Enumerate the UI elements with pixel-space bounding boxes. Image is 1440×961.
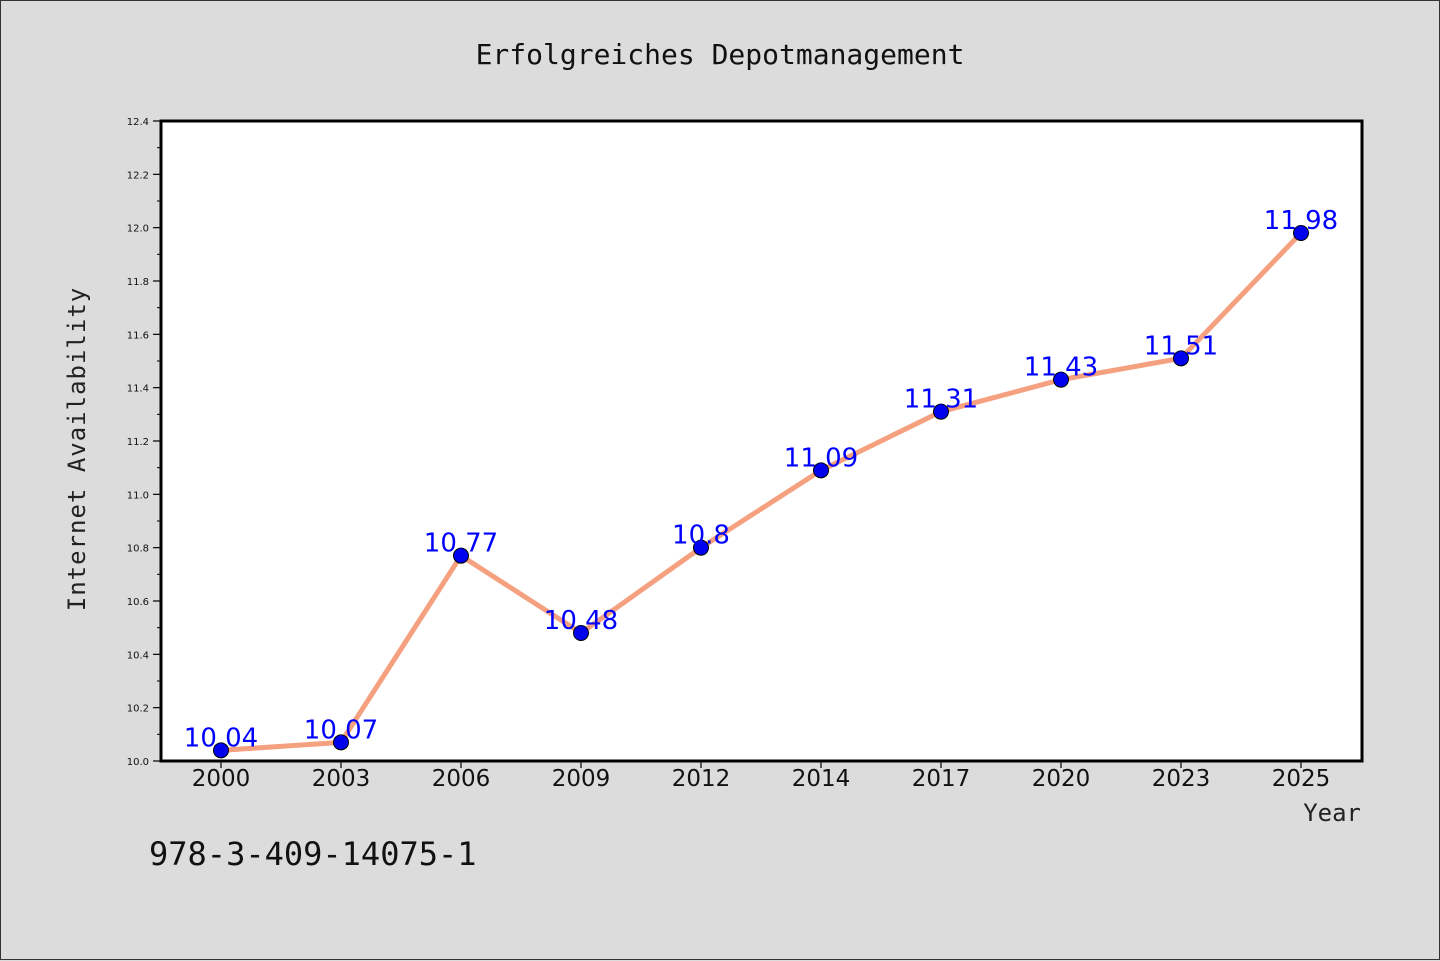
data-label: 11.43 <box>1024 353 1098 383</box>
y-tick-label: 12.2 <box>127 170 149 181</box>
y-tick-label: 12.0 <box>127 224 149 235</box>
data-point <box>1173 350 1189 367</box>
chart-title: Erfolgreiches Depotmanagement <box>476 38 965 71</box>
data-label: 11.31 <box>904 385 978 415</box>
data-point <box>333 734 349 751</box>
x-tick-label: 2003 <box>312 766 371 792</box>
y-tick-label: 12.4 <box>127 117 149 128</box>
x-tick-label: 2014 <box>792 766 851 792</box>
data-point <box>453 547 469 564</box>
x-tick-label: 2009 <box>552 766 611 792</box>
y-tick-label: 11.2 <box>127 437 149 448</box>
data-point <box>213 742 229 759</box>
data-label: 10.48 <box>544 606 618 636</box>
y-tick-label: 11.0 <box>127 490 149 501</box>
x-tick-label: 2023 <box>1152 766 1211 792</box>
data-label: 11.51 <box>1144 331 1218 361</box>
data-label: 11.98 <box>1264 206 1338 236</box>
y-tick-label: 10.2 <box>127 704 149 715</box>
y-tick-label: 10.6 <box>127 597 149 608</box>
plot-area <box>159 119 1364 763</box>
x-tick-label: 2017 <box>912 766 971 792</box>
x-tick-label: 2000 <box>192 766 251 792</box>
y-tick-label: 11.6 <box>127 330 149 341</box>
series-line <box>218 230 1304 753</box>
x-tick-label: 2012 <box>672 766 731 792</box>
data-label: 11.09 <box>784 443 858 473</box>
y-tick-label: 11.4 <box>127 384 149 395</box>
isbn-text: 978-3-409-14075-1 <box>149 835 477 873</box>
data-point <box>933 403 949 420</box>
data-point <box>573 625 589 641</box>
y-tick-label: 10.4 <box>127 650 149 661</box>
series-layer: 10.04 10.07 10.77 10.48 10.8 11.09 11.31 11.43 1… <box>184 206 1338 759</box>
y-tick-label: 11.8 <box>127 277 149 288</box>
x-axis: 2000 2003 2006 2009 2012 2014 2017 2020 2023 2025 <box>192 761 1331 792</box>
data-label: 10.04 <box>184 723 258 753</box>
data-label: 10.07 <box>304 715 378 745</box>
data-point <box>813 462 829 479</box>
data-label: 10.8 <box>672 521 730 551</box>
x-tick-label: 2025 <box>1272 766 1331 792</box>
x-tick-label: 2020 <box>1032 766 1091 792</box>
y-tick-label: 10.0 <box>127 757 149 768</box>
y-axis-label: Internet Availability <box>63 287 91 611</box>
data-point <box>1293 225 1309 241</box>
data-point <box>693 539 709 556</box>
y-tick-label: 10.8 <box>127 544 149 555</box>
x-tick-label: 2006 <box>432 766 491 792</box>
x-axis-label: Year <box>1303 799 1361 827</box>
data-point <box>1053 371 1069 388</box>
data-label: 10.77 <box>424 529 498 559</box>
y-axis: 10.0 10.2 10.4 10.6 10.8 11.0 11.2 11.4 11.6 11.8… <box>127 117 161 768</box>
